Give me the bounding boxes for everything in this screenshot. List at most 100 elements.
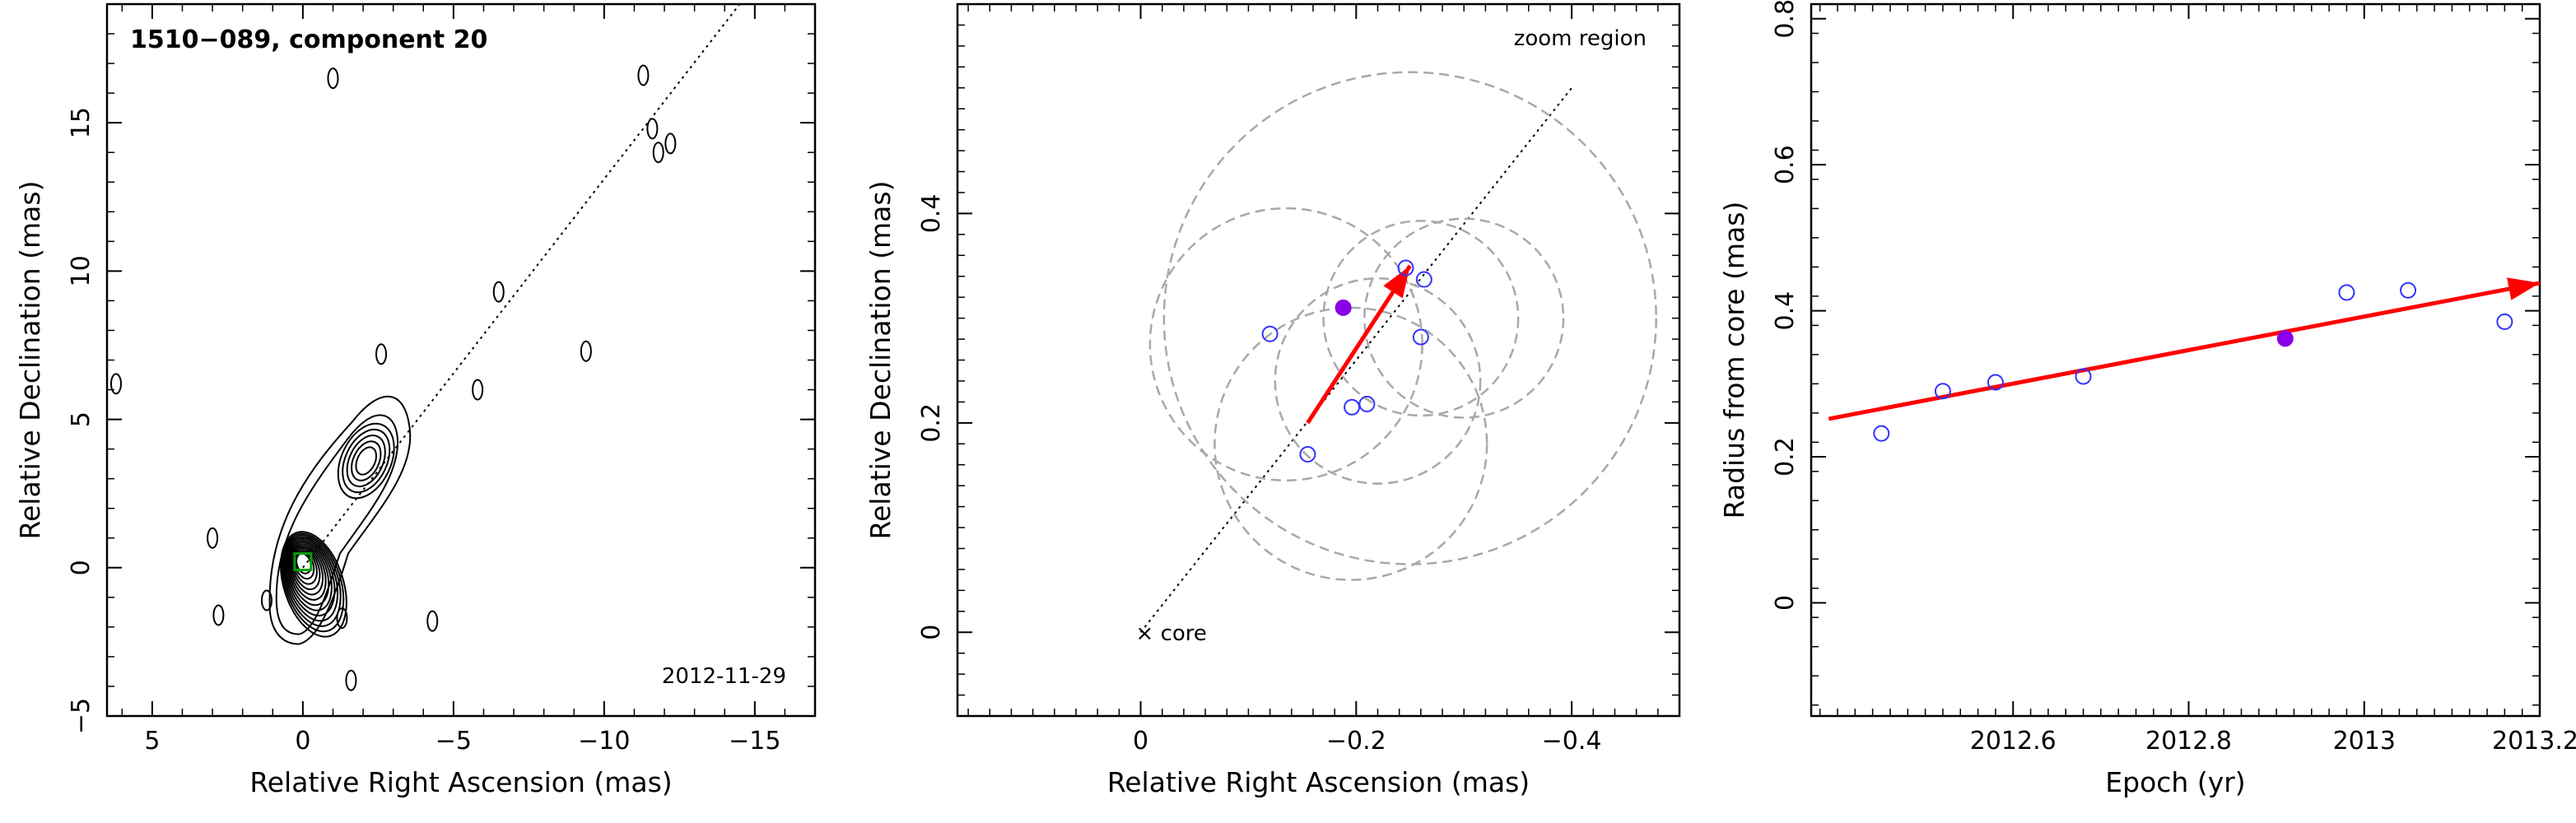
- y-tick-label: 15: [67, 107, 95, 138]
- core-contour: [286, 540, 333, 611]
- noise-contour: [109, 373, 122, 395]
- noise-contour: [652, 142, 664, 164]
- x-tick-label: 2012.6: [1970, 727, 2057, 756]
- panel-zoom-region: 0 −0.2 −0.4 0 0.2 0.4 Relative Right Ascension…: [864, 2, 1681, 798]
- jet-knot-contour: [346, 435, 386, 487]
- y-axis-label: Relative Declination (mas): [14, 181, 46, 540]
- component-position-point: [1358, 395, 1376, 412]
- noise-contour: [426, 610, 439, 632]
- panel-contour-map: 5 0 −5 −10 −15 −5 0 5 10 15 Relative Right Ascensi…: [14, 2, 817, 798]
- plot-frame: [105, 2, 817, 718]
- noise-contour: [472, 379, 484, 401]
- reference-epoch-point: [1335, 299, 1352, 316]
- trend-arrow-shaft: [1828, 281, 2541, 421]
- y-axis-label: Radius from core (mas): [1718, 202, 1750, 519]
- y-tick-label: 0.6: [1771, 145, 1800, 184]
- position-uncertainty-circle: [1148, 207, 1423, 482]
- contour-layer: [109, 5, 741, 691]
- panel-radius-epoch: 2012.6 2012.8 2013 2013.2 0 0.2 0.4 0.6 0.8 Epoch…: [1718, 0, 2576, 798]
- noise-contour: [492, 281, 505, 303]
- x-axis-label: Epoch (yr): [2105, 766, 2245, 798]
- observation-date: 2012-11-29: [662, 664, 786, 689]
- noise-contour: [375, 343, 388, 365]
- component-position-point: [1344, 398, 1361, 416]
- position-uncertainty-circle: [1322, 220, 1520, 417]
- x-axis-label: Relative Right Ascension (mas): [1107, 766, 1530, 798]
- jet-direction-line: [1139, 87, 1572, 633]
- jet-direction-line: [302, 5, 741, 569]
- noise-contour: [207, 527, 219, 549]
- position-uncertainty-circle: [1274, 277, 1482, 485]
- x-tick-label: 2013.2: [2492, 727, 2576, 756]
- motion-arrow-head: [1383, 266, 1410, 299]
- radius-point: [2496, 313, 2513, 330]
- y-axis-label: Relative Declination (mas): [864, 181, 897, 540]
- y-tick-label: 0: [1771, 595, 1800, 611]
- radius-point: [1873, 425, 1890, 442]
- jet-envelope-contour: [275, 414, 398, 635]
- noise-contour: [212, 604, 225, 626]
- core-contour: [289, 543, 327, 601]
- jet-envelope-contour: [268, 395, 412, 645]
- x-tick-label: −0.4: [1542, 727, 1602, 756]
- jet-knot-contour: [342, 428, 391, 494]
- radius-point: [2338, 284, 2355, 301]
- jet-knot-contour: [351, 440, 382, 481]
- position-uncertainty-circle: [1213, 306, 1488, 581]
- core-contour: [294, 551, 315, 580]
- core-contour: [281, 532, 345, 633]
- component-position-point: [1412, 328, 1429, 346]
- x-tick-label: −15: [729, 727, 780, 756]
- radius-point: [1987, 374, 2004, 391]
- reference-epoch-point: [2276, 330, 2294, 347]
- plot-frame: [1810, 2, 2541, 718]
- x-tick-label: 0: [295, 727, 310, 756]
- component-position-point: [1261, 325, 1279, 342]
- x-tick-label: 5: [144, 727, 160, 756]
- y-tick-label: 10: [67, 255, 95, 286]
- core-contour: [291, 546, 321, 591]
- component-position-point: [1415, 271, 1432, 288]
- zoom-layer: [1139, 71, 1657, 633]
- component-position-point: [1299, 445, 1316, 463]
- y-tick-label: −5: [67, 698, 95, 734]
- y-tick-label: 0.2: [1771, 437, 1800, 477]
- y-tick-label: 0.4: [1771, 291, 1800, 331]
- core-marker-box: [293, 552, 313, 572]
- y-tick-label: 0.4: [917, 194, 946, 234]
- trend-arrow-head: [2507, 277, 2540, 300]
- x-axis-label: Relative Right Ascension (mas): [249, 766, 672, 798]
- core-contour: [290, 545, 324, 596]
- radius-point: [2400, 281, 2417, 299]
- x-tick-label: −5: [436, 727, 472, 756]
- x-tick-label: 0: [1133, 727, 1148, 756]
- noise-contour: [580, 340, 592, 362]
- noise-contour: [345, 669, 357, 691]
- noise-contour: [260, 589, 273, 611]
- jet-knot-contour: [355, 446, 378, 476]
- y-tick-label: 0.2: [917, 403, 946, 443]
- panel-title: 1510−089, component 20: [130, 26, 487, 54]
- radius-point: [1934, 383, 1951, 400]
- y-tick-label: 0: [67, 560, 95, 575]
- y-tick-label: 0.8: [1771, 0, 1800, 39]
- y-tick-label: 5: [67, 412, 95, 427]
- noise-contour: [637, 64, 650, 86]
- y-tick-label: 0: [917, 625, 946, 640]
- x-tick-label: 2012.8: [2145, 727, 2232, 756]
- jet-knot-contour: [337, 422, 395, 500]
- core-label: × core: [1136, 621, 1207, 646]
- core-contour: [287, 542, 330, 607]
- noise-contour: [336, 607, 348, 630]
- core-contour: [285, 537, 336, 617]
- x-tick-label: −0.2: [1326, 727, 1386, 756]
- core-contour: [282, 534, 342, 627]
- x-tick-label: −10: [578, 727, 630, 756]
- plot-frame: [956, 2, 1681, 718]
- component-position-point: [1397, 259, 1414, 277]
- zoom-annotation: zoom region: [1514, 26, 1647, 51]
- x-tick-label: 2013: [2333, 727, 2396, 756]
- radius-point: [2075, 368, 2092, 385]
- position-uncertainty-circle: [1162, 71, 1657, 565]
- position-uncertainty-circle: [1363, 217, 1565, 419]
